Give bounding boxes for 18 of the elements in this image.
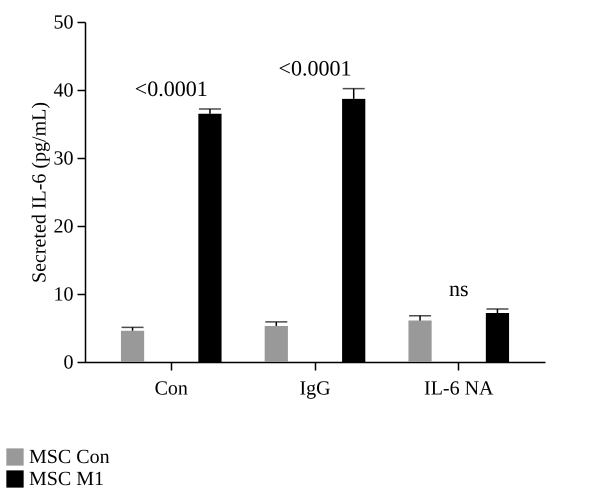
annotation: ns <box>448 276 469 301</box>
y-tick-label: 20 <box>54 216 74 238</box>
y-tick-label: 40 <box>54 80 74 102</box>
y-tick-label: 0 <box>64 352 74 374</box>
bar <box>120 330 144 362</box>
legend-label: MSC Con <box>29 446 110 468</box>
y-axis-title: Secreted IL-6 (pg/mL) <box>28 102 50 284</box>
y-tick-label: 10 <box>54 284 74 306</box>
annotation: <0.0001 <box>134 76 208 102</box>
annotation: <0.0001 <box>278 56 352 81</box>
bar <box>408 320 432 362</box>
x-tick-label: IL-6 NA <box>424 378 494 400</box>
x-tick-label: IgG <box>299 378 331 400</box>
y-tick-label: 30 <box>54 148 74 170</box>
legend-label: MSC M1 <box>29 468 104 490</box>
x-tick-label: Con <box>154 378 188 400</box>
y-tick-label: 50 <box>54 12 74 34</box>
bar <box>264 326 288 362</box>
